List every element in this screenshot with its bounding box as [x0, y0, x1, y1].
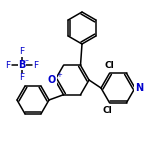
Text: F: F: [33, 60, 39, 69]
Text: N: N: [135, 83, 143, 93]
Text: F: F: [19, 74, 25, 83]
Text: Cl: Cl: [105, 61, 114, 70]
Text: F: F: [5, 60, 10, 69]
Text: B: B: [18, 60, 26, 70]
Text: F: F: [19, 47, 25, 57]
Text: O: O: [48, 75, 56, 85]
Text: +: +: [56, 72, 62, 78]
Text: $^{-}$: $^{-}$: [24, 58, 30, 64]
Text: Cl: Cl: [103, 106, 112, 115]
